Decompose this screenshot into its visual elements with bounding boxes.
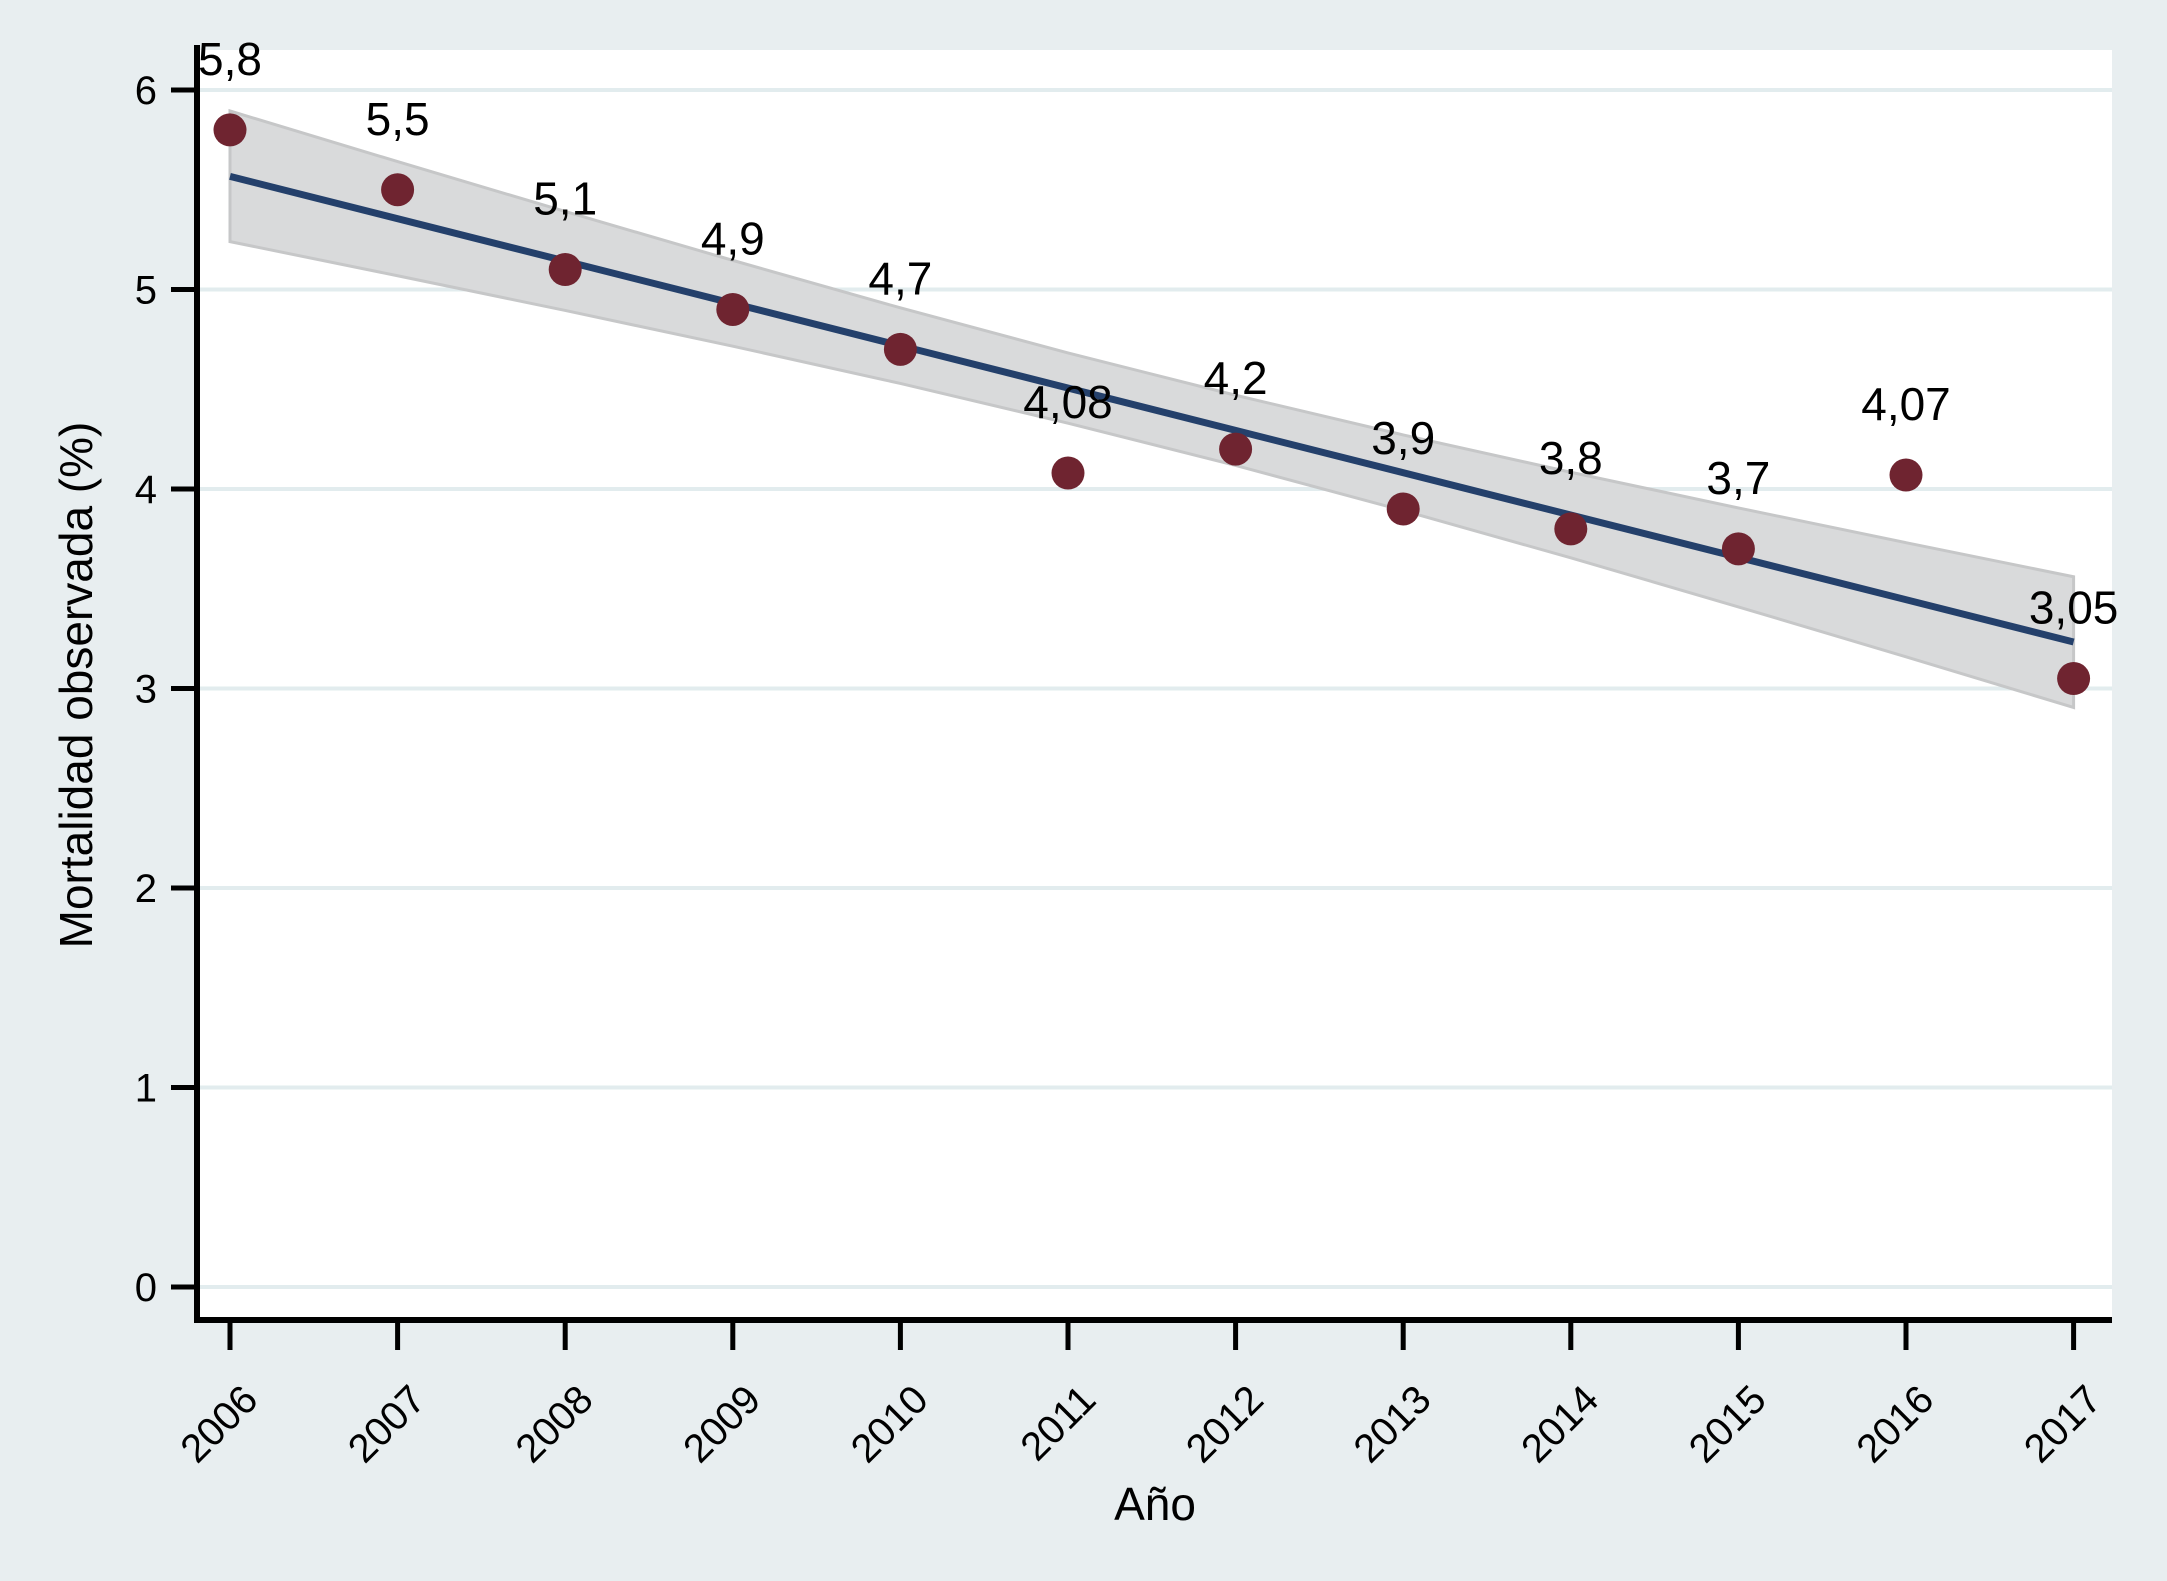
y-axis-title: Mortalidad observada (%): [50, 422, 102, 949]
data-point: [1219, 432, 1253, 466]
data-point-label: 3,8: [1539, 432, 1603, 484]
x-axis-title: Año: [1114, 1478, 1196, 1530]
data-point: [213, 113, 247, 147]
data-point-label: 4,08: [1023, 376, 1113, 428]
data-point: [1889, 458, 1923, 492]
data-point: [1386, 492, 1420, 526]
data-point-label: 3,05: [2029, 582, 2119, 634]
data-point: [2057, 662, 2091, 696]
data-point-label: 5,8: [198, 33, 262, 85]
data-point-label: 3,9: [1371, 412, 1435, 464]
fit-line: [229, 172, 2075, 646]
data-point-label: 5,5: [366, 93, 430, 145]
data-point-label: 4,07: [1861, 378, 1951, 430]
data-point-label: 3,7: [1706, 452, 1770, 504]
data-point-label: 4,7: [868, 252, 932, 304]
data-point-label: 4,9: [701, 212, 765, 264]
data-point: [716, 292, 750, 326]
data-point-label: 5,1: [533, 173, 597, 225]
data-point: [883, 332, 917, 366]
y-tick-label: 5: [135, 269, 157, 313]
y-tick-label: 3: [135, 668, 157, 712]
y-tick-label: 1: [135, 1067, 157, 1111]
y-tick-label: 0: [135, 1266, 157, 1310]
y-tick-label: 6: [135, 69, 157, 113]
y-tick-label: 4: [135, 468, 157, 512]
data-point: [1554, 512, 1588, 546]
y-tick-label: 2: [135, 867, 157, 911]
data-point: [381, 173, 415, 207]
data-point: [1051, 456, 1085, 490]
data-point: [1721, 532, 1755, 566]
data-point-label: 4,2: [1204, 352, 1268, 404]
data-point: [548, 253, 582, 287]
